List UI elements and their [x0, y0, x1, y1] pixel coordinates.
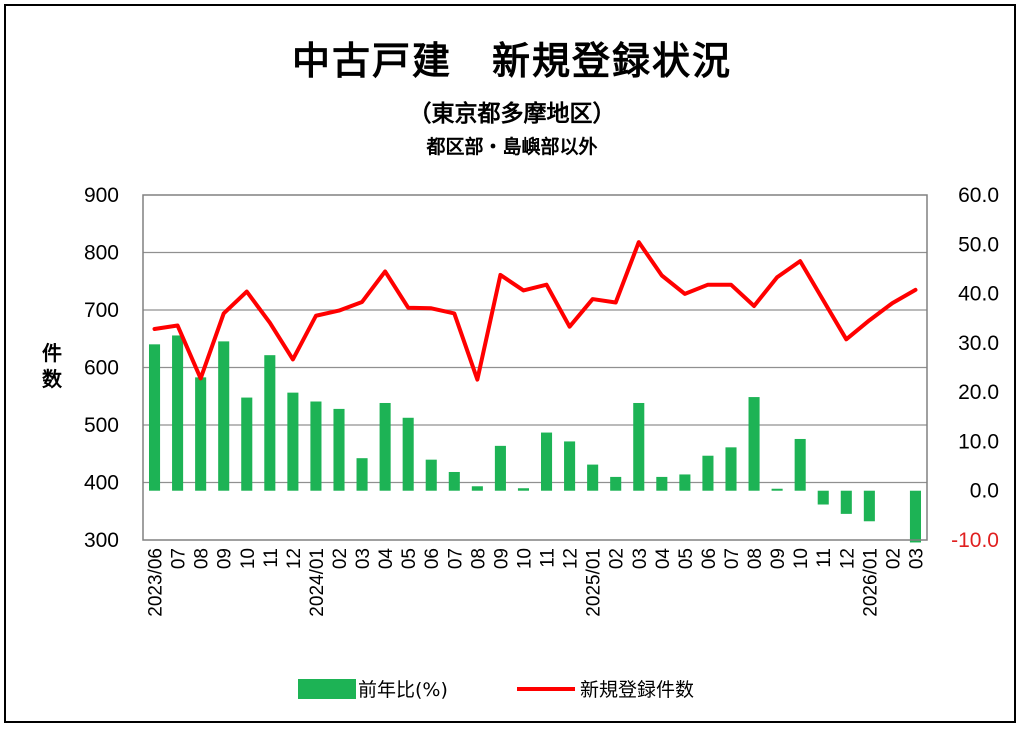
bar-series: [148, 335, 922, 543]
x-tick-label: 08: [745, 548, 766, 569]
x-tick-label: 02: [607, 548, 628, 569]
bar: [656, 476, 668, 491]
bar: [195, 377, 207, 491]
x-tick-label: 10: [514, 548, 535, 569]
bar: [264, 355, 276, 491]
bar: [817, 490, 829, 505]
x-tick-label: 03: [906, 548, 927, 569]
x-tick-label: 02: [330, 548, 351, 569]
bar: [148, 344, 161, 491]
bar: [564, 441, 576, 491]
y-left-tick-label: 800: [84, 242, 119, 265]
bar: [702, 455, 714, 491]
line-series: [152, 240, 918, 382]
x-tick-label: 09: [491, 548, 512, 569]
bar: [679, 474, 691, 491]
plot-area-border: [142, 194, 928, 541]
y-left-tick-label: 300: [84, 529, 119, 552]
y-axis-left-label: 件数: [42, 341, 62, 391]
x-tick-label: 2024/01: [307, 548, 328, 617]
bar: [241, 397, 253, 491]
x-tick-label: 05: [676, 548, 697, 569]
x-tick-label: 11: [538, 548, 559, 568]
x-tick-label: 05: [399, 548, 420, 569]
x-tick-label: 04: [653, 548, 674, 570]
bar: [725, 447, 737, 491]
bar: [494, 445, 506, 491]
x-tick-label: 03: [353, 548, 374, 569]
y-right-tick-label: 30.0: [958, 332, 999, 355]
y-right-tick-label: -10.0: [951, 529, 999, 552]
x-tick-label: 07: [722, 548, 743, 569]
bar: [587, 464, 599, 491]
y-right-tick-label: 0.0: [970, 480, 999, 503]
y-left-tick-label: 700: [84, 299, 119, 322]
x-tick-label: 02: [883, 548, 904, 569]
x-tick-label: 07: [445, 548, 466, 569]
x-axis-ticks: 2023/06 07 08 09 10 11 12 2024/01 02 03 04 05 06 07 08…: [146, 548, 928, 617]
bar: [909, 490, 922, 543]
bar: [633, 402, 645, 491]
legend: 前年比(%) 新規登録件数: [298, 679, 694, 701]
bar: [471, 486, 483, 491]
x-tick-label: 2025/01: [584, 548, 605, 617]
bar: [863, 490, 875, 522]
x-tick-label: 12: [561, 548, 582, 569]
x-tick-label: 03: [630, 548, 651, 569]
y-right-tick-label: 10.0: [958, 430, 999, 453]
bar: [540, 432, 553, 491]
bar: [771, 488, 783, 491]
chart-title: 中古戸建 新規登録状況: [291, 39, 732, 83]
bar: [356, 458, 368, 491]
bar: [517, 488, 530, 491]
x-tick-label: 12: [837, 548, 858, 569]
x-tick-label: 10: [238, 548, 259, 569]
bar: [172, 335, 184, 491]
x-tick-label: 11: [814, 548, 835, 568]
bar: [840, 490, 852, 514]
bar: [402, 417, 414, 491]
y-axis-left-ticks: 900 800 700 600 500 400 300: [84, 184, 119, 552]
chart-subtitle: （東京都多摩地区）: [408, 101, 616, 127]
x-tick-label: 07: [169, 548, 190, 569]
x-tick-label: 08: [468, 548, 489, 569]
bar: [748, 397, 760, 491]
x-tick-label: 06: [422, 548, 443, 569]
y-right-tick-label: 50.0: [958, 233, 999, 256]
bar: [287, 392, 299, 491]
bar: [610, 476, 622, 491]
chart-subtitle-2: 都区部・島嶼部以外: [426, 136, 598, 158]
y-axis-right-ticks: 60.0 50.0 40.0 30.0 20.0 10.0 0.0 -10.0: [951, 184, 999, 552]
x-tick-label: 11: [261, 548, 282, 568]
y-left-tick-label: 900: [84, 184, 119, 207]
y-left-tick-label: 500: [84, 414, 119, 437]
x-tick-label: 09: [215, 548, 236, 569]
x-tick-label: 12: [284, 548, 305, 569]
x-tick-label: 08: [192, 548, 213, 569]
y-right-tick-label: 60.0: [958, 184, 999, 207]
x-tick-label: 10: [791, 548, 812, 569]
legend-swatch-bar: [298, 679, 356, 699]
bar: [425, 459, 437, 491]
bar: [379, 402, 391, 491]
legend-label-line: 新規登録件数: [580, 679, 694, 701]
y-right-tick-label: 40.0: [958, 283, 999, 306]
series-line: [152, 240, 918, 382]
bar: [333, 408, 345, 491]
x-tick-label: 2023/06: [146, 548, 167, 617]
bar: [794, 438, 806, 491]
y-left-tick-label: 600: [84, 357, 119, 380]
y-left-tick-label: 400: [84, 472, 119, 495]
x-tick-label: 09: [768, 548, 789, 569]
legend-label-bar: 前年比(%): [358, 679, 448, 701]
x-tick-label: 04: [376, 548, 397, 570]
bar: [448, 471, 460, 491]
bar: [218, 341, 230, 491]
x-tick-label: 2026/01: [860, 548, 881, 617]
x-tick-label: 06: [699, 548, 720, 569]
y-right-tick-label: 20.0: [958, 381, 999, 404]
bar: [310, 401, 322, 491]
